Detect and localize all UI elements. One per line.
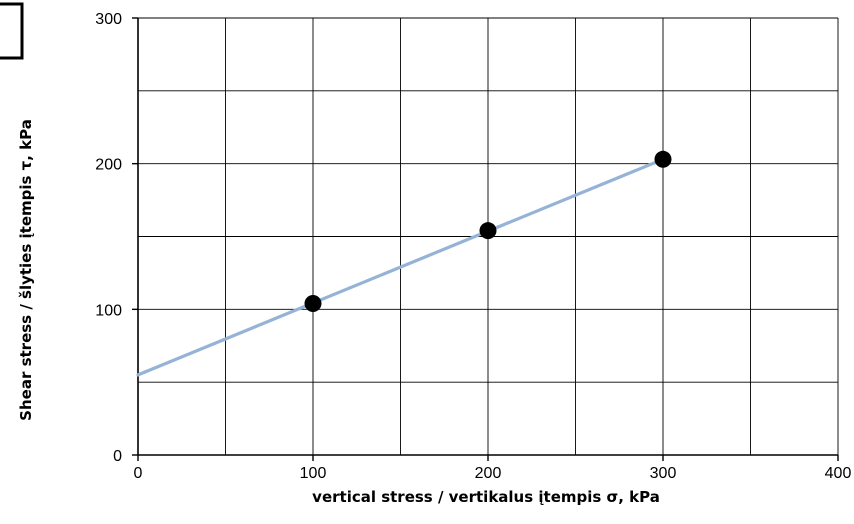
x-tick-label: 400 (825, 465, 852, 482)
trendline (136, 157, 665, 377)
data-point (479, 222, 497, 240)
x-tick-label: 300 (650, 465, 677, 482)
data-point (654, 150, 672, 168)
data-points (304, 150, 672, 313)
y-tick-labels: 0 100 200 300 (95, 11, 122, 465)
y-tick-label: 300 (95, 11, 122, 28)
y-tick-label: 0 (113, 448, 122, 465)
x-axis-title: vertical stress / vertikalus įtempis σ, … (312, 488, 660, 506)
x-tick-label: 200 (475, 465, 502, 482)
legend-box-fragment (0, 2, 24, 60)
y-tick-label: 100 (95, 302, 122, 319)
data-point (304, 295, 322, 313)
x-tick-labels: 0 100 200 300 400 (134, 465, 852, 482)
y-tick-label: 200 (95, 157, 122, 174)
x-tick-label: 100 (300, 465, 327, 482)
x-tick-label: 0 (134, 465, 143, 482)
trendline-segment (136, 157, 665, 377)
grid (132, 17, 839, 461)
y-axis-title: Shear stress / šlyties įtempis τ, kPa (17, 119, 35, 421)
